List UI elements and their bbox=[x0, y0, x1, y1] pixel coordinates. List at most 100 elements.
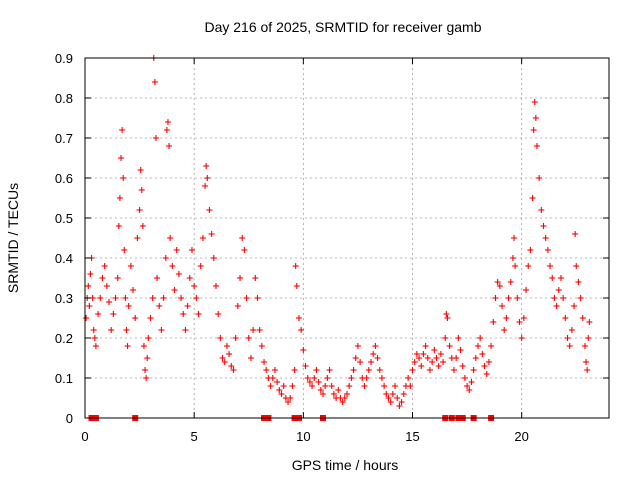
data-point bbox=[137, 167, 144, 173]
data-point bbox=[92, 343, 99, 349]
data-point bbox=[339, 399, 346, 405]
data-point bbox=[206, 207, 213, 213]
data-point bbox=[361, 383, 368, 389]
data-point bbox=[374, 355, 381, 361]
data-point bbox=[357, 359, 364, 365]
data-point bbox=[254, 295, 261, 301]
data-point bbox=[252, 275, 259, 281]
data-point bbox=[138, 187, 145, 193]
data-point bbox=[139, 223, 146, 229]
data-point bbox=[136, 207, 143, 213]
data-point bbox=[586, 319, 593, 325]
data-point bbox=[507, 279, 514, 285]
y-tick-label: 0.9 bbox=[55, 51, 73, 66]
data-point bbox=[538, 207, 545, 213]
data-point bbox=[378, 375, 385, 381]
data-point bbox=[443, 311, 450, 317]
data-point bbox=[132, 315, 139, 321]
data-point bbox=[335, 387, 342, 393]
y-tick-label: 0.5 bbox=[55, 211, 73, 226]
data-point bbox=[95, 311, 102, 317]
x-tick-label: 10 bbox=[296, 429, 310, 444]
data-point bbox=[512, 263, 519, 269]
data-point bbox=[549, 275, 556, 281]
data-point bbox=[223, 343, 230, 349]
data-point bbox=[239, 235, 246, 241]
data-point bbox=[581, 343, 588, 349]
data-point bbox=[396, 403, 403, 409]
data-point bbox=[348, 375, 355, 381]
data-point bbox=[103, 283, 110, 289]
data-point bbox=[503, 315, 510, 321]
data-point bbox=[315, 379, 322, 385]
data-point bbox=[118, 155, 125, 161]
data-point bbox=[180, 311, 187, 317]
data-point bbox=[571, 303, 578, 309]
data-point bbox=[533, 143, 540, 149]
data-point bbox=[237, 275, 244, 281]
data-point bbox=[505, 295, 512, 301]
data-point bbox=[300, 347, 307, 353]
data-point bbox=[376, 367, 383, 373]
data-point bbox=[97, 295, 104, 301]
data-point bbox=[302, 363, 309, 369]
data-point bbox=[479, 351, 486, 357]
data-point bbox=[263, 367, 270, 373]
data-point bbox=[472, 355, 479, 361]
plot-frame bbox=[84, 57, 610, 419]
data-point bbox=[560, 295, 567, 301]
data-point bbox=[424, 355, 431, 361]
data-point bbox=[453, 355, 460, 361]
data-points bbox=[83, 55, 593, 421]
data-point bbox=[120, 175, 127, 181]
data-point bbox=[188, 247, 195, 253]
data-point bbox=[145, 335, 152, 341]
data-point bbox=[156, 303, 163, 309]
data-point bbox=[551, 295, 558, 301]
y-tick-label: 0.8 bbox=[55, 91, 73, 106]
y-tick-label: 0.3 bbox=[55, 291, 73, 306]
data-point bbox=[114, 275, 121, 281]
data-point bbox=[121, 247, 128, 253]
data-point bbox=[511, 235, 518, 241]
data-point bbox=[422, 343, 429, 349]
data-point bbox=[269, 375, 276, 381]
data-point bbox=[389, 391, 396, 397]
data-point bbox=[577, 295, 584, 301]
data-point bbox=[144, 355, 151, 361]
data-point bbox=[509, 255, 516, 261]
data-point bbox=[413, 351, 420, 357]
axis-ticks: 0 0.1 0.2 0.3 0.4 0.5 0.6 0.7 0.8 0.9 0 5 10 15 20 bbox=[55, 51, 609, 444]
data-point bbox=[488, 343, 495, 349]
data-point bbox=[173, 247, 180, 253]
data-point bbox=[407, 383, 414, 389]
data-point bbox=[203, 163, 210, 169]
data-point bbox=[365, 367, 372, 373]
data-point bbox=[175, 271, 182, 277]
data-point bbox=[530, 127, 537, 133]
y-tick-label: 0.4 bbox=[55, 251, 73, 266]
data-point bbox=[461, 375, 468, 381]
data-point bbox=[532, 115, 539, 121]
data-point bbox=[298, 327, 305, 333]
y-axis-label: SRMTID / TECUs bbox=[5, 183, 21, 293]
data-point bbox=[518, 335, 525, 341]
data-point bbox=[234, 303, 241, 309]
data-point bbox=[291, 367, 298, 373]
data-point bbox=[341, 395, 348, 401]
y-tick-label: 0.7 bbox=[55, 131, 73, 146]
data-point bbox=[250, 327, 257, 333]
data-point bbox=[446, 343, 453, 349]
data-point bbox=[431, 347, 438, 353]
data-point bbox=[319, 391, 326, 397]
data-point bbox=[470, 367, 477, 373]
data-point bbox=[383, 391, 390, 397]
data-point bbox=[450, 367, 457, 373]
data-point bbox=[555, 287, 562, 293]
data-point bbox=[115, 223, 122, 229]
data-point bbox=[352, 355, 359, 361]
data-point bbox=[169, 263, 176, 269]
data-point bbox=[292, 263, 299, 269]
data-point bbox=[171, 287, 178, 293]
chart-title: Day 216 of 2025, SRMTID for receiver gam… bbox=[204, 19, 481, 35]
